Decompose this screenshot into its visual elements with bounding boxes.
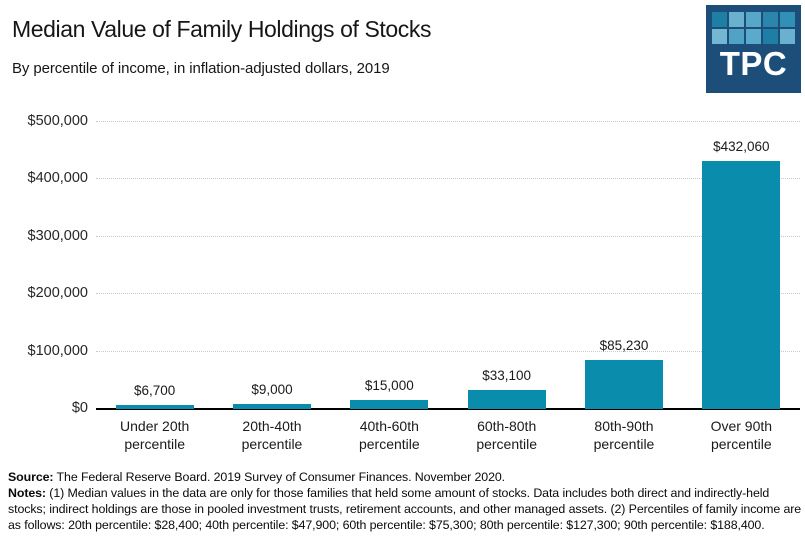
gridline [96,350,800,352]
notes-label: Notes: [8,486,46,500]
bar [350,400,429,409]
logo-square [729,29,744,44]
bar-value-label: $6,700 [134,383,176,398]
logo-square [780,12,795,27]
tpc-logo-text: TPC [719,45,788,82]
bar-chart: $0 $100,000 $200,000 $300,000 $400,000 $500,0… [27,113,800,452]
gridline [96,293,800,295]
y-tick-label: $0 [71,400,88,416]
logo-square [780,29,795,44]
bar [585,360,663,409]
bar [115,405,194,409]
page-title: Median Value of Family Holdings of Stock… [12,16,432,42]
y-tick-label: $500,000 [27,113,88,129]
logo-square [763,29,778,44]
logo-square [712,29,727,44]
bar [467,390,546,409]
tpc-logo-grid [712,12,795,44]
logo-square [729,12,744,27]
logo-square [763,12,778,27]
x-tick-label: Over 90th percentile [710,418,773,452]
bar [233,404,311,409]
chart-footnotes: Source: The Federal Reserve Board. 2019 … [8,469,802,533]
bar-value-label: $85,230 [599,338,649,353]
page-subtitle: By percentile of income, in inflation-ad… [12,60,390,77]
gridline [96,178,800,180]
x-tick-label: 80th-90th percentile [593,418,655,452]
logo-square [746,12,761,27]
notes-note: Notes: (1) Median values in the data are… [8,486,801,532]
gridline [96,235,800,237]
logo-square [746,29,761,44]
x-tick-label: 40th-60th percentile [358,418,420,452]
bar [702,161,781,409]
bar-value-label: $432,060 [713,139,770,154]
bar-value-label: $15,000 [364,378,414,393]
x-axis-line [96,408,800,410]
notes-text: (1) Median values in the data are only f… [8,486,802,532]
tpc-logo: TPC [706,5,801,93]
y-tick-label: $400,000 [27,170,88,187]
bar-value-label: $9,000 [251,382,293,397]
source-note: Source: The Federal Reserve Board. 2019 … [8,470,505,484]
bar-value-label: $33,100 [482,368,532,383]
x-tick-label: Under 20th percentile [120,418,190,452]
y-tick-label: $200,000 [27,285,88,302]
logo-square [712,12,727,27]
source-text: The Federal Reserve Board. 2019 Survey o… [53,470,506,484]
x-tick-label: 20th-40th percentile [241,418,303,452]
y-tick-label: $300,000 [27,227,88,244]
source-label: Source: [8,470,54,484]
x-tick-label: 60th-80th percentile [476,418,538,452]
gridline [96,121,800,122]
y-tick-label: $100,000 [27,342,88,359]
